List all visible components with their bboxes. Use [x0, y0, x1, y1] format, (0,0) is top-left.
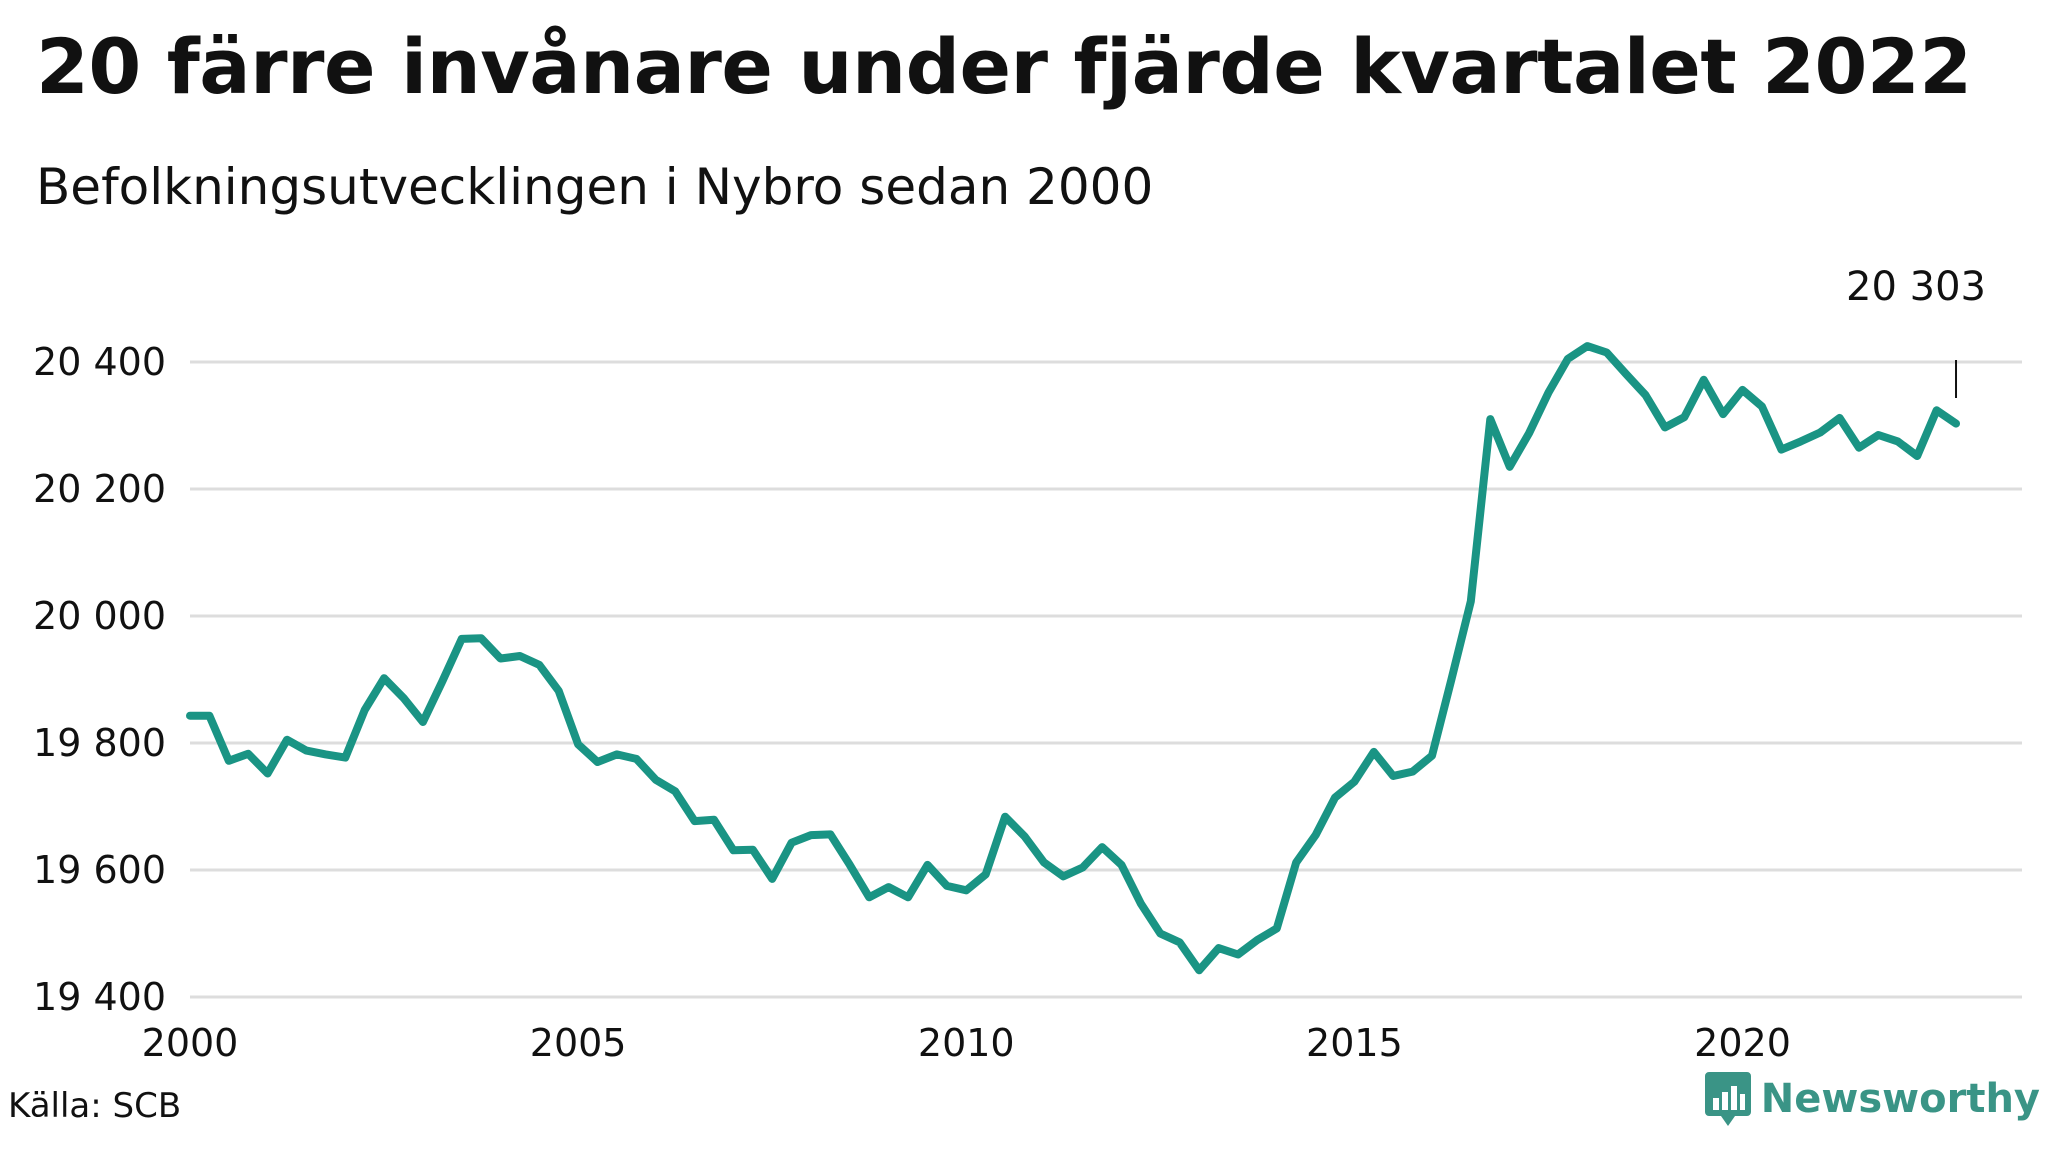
- x-tick-label: 2015: [1306, 1021, 1403, 1065]
- newsworthy-icon: [1704, 1072, 1751, 1126]
- newsworthy-logo: Newsworthy: [1704, 1072, 2040, 1126]
- chart-subtitle: Befolkningsutvecklingen i Nybro sedan 20…: [36, 158, 1154, 216]
- x-tick-label: 2020: [1694, 1021, 1791, 1065]
- source-note: Källa: SCB: [8, 1086, 182, 1126]
- y-tick-label: 20 200: [33, 467, 166, 511]
- population-line: [186, 342, 1960, 975]
- y-tick-label: 19 600: [33, 848, 166, 892]
- y-tick-label: 20 400: [33, 340, 166, 384]
- y-tick-label: 19 800: [33, 721, 166, 765]
- last-value-label: 20 303: [1846, 264, 1986, 310]
- y-tick-label: 19 400: [33, 975, 166, 1019]
- x-tick-label: 2005: [530, 1021, 627, 1065]
- x-tick-label: 2000: [142, 1021, 239, 1065]
- chart-title: 20 färre invånare under fjärde kvartalet…: [36, 22, 1972, 111]
- y-tick-label: 20 000: [33, 594, 166, 638]
- brand-name: Newsworthy: [1760, 1076, 2040, 1122]
- x-tick-label: 2010: [918, 1021, 1015, 1065]
